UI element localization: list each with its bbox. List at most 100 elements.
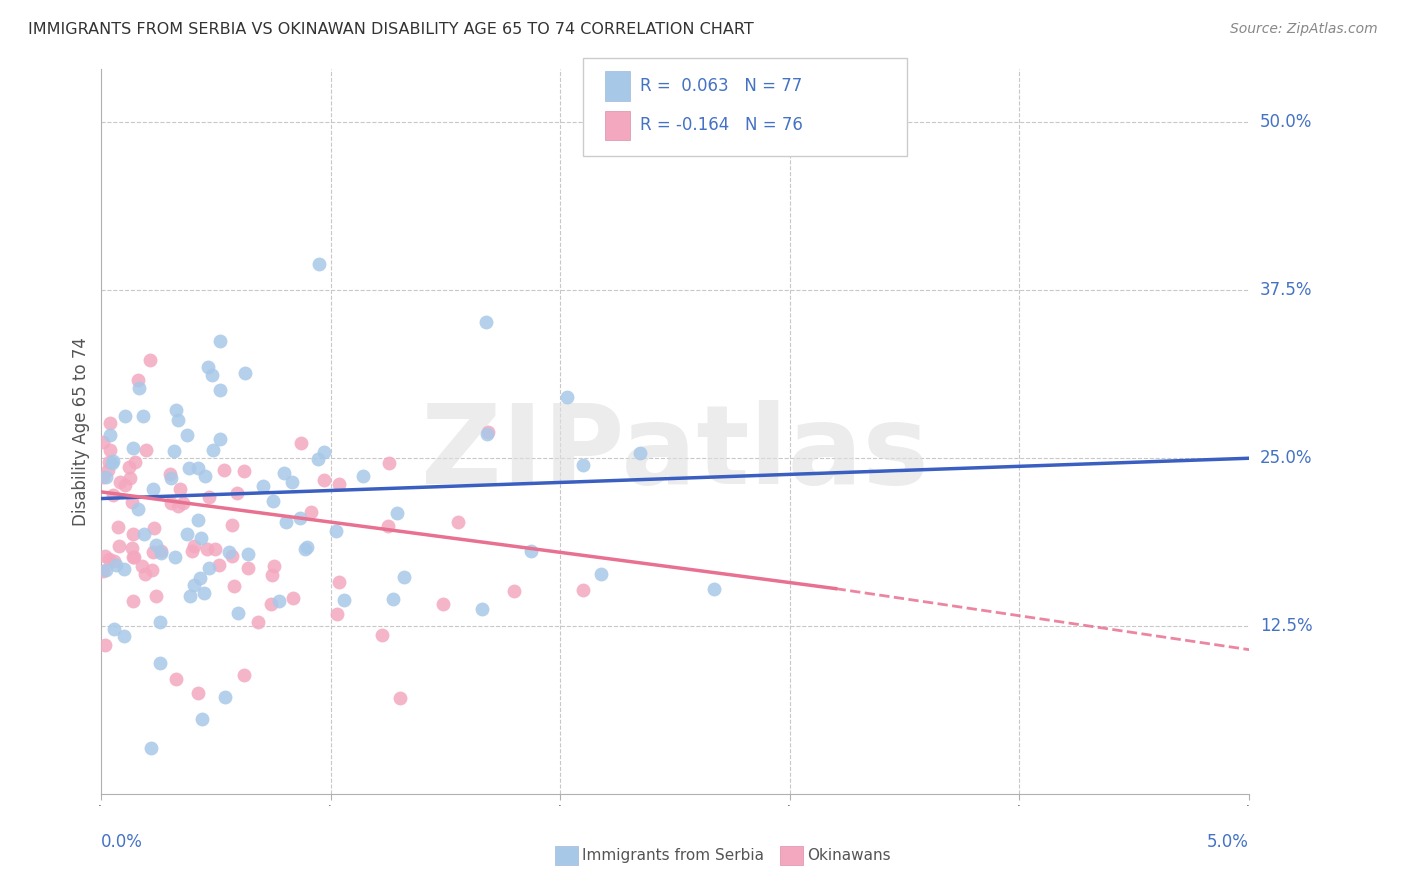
Point — [98, 551, 121, 566]
Text: ZIPatlas: ZIPatlas — [420, 400, 929, 507]
Point — [139, 353, 162, 368]
Text: Immigrants from Serbia: Immigrants from Serbia — [582, 848, 763, 863]
Point — [176, 526, 198, 541]
Point — [159, 467, 181, 482]
Point — [98, 442, 121, 457]
Point — [232, 668, 254, 682]
Point — [201, 442, 224, 457]
Point — [308, 257, 330, 271]
Point — [142, 544, 165, 558]
Point — [183, 578, 205, 592]
Point — [169, 482, 191, 496]
Text: R =  0.063   N = 77: R = 0.063 N = 77 — [640, 77, 801, 95]
Point — [188, 571, 211, 585]
Text: 0.0%: 0.0% — [101, 833, 143, 851]
Point — [333, 593, 356, 607]
Point — [283, 591, 305, 606]
Point — [382, 592, 405, 607]
Point — [132, 409, 155, 424]
Point — [97, 455, 120, 469]
Point — [150, 546, 173, 560]
Point — [101, 454, 124, 468]
Point — [260, 597, 283, 611]
Point — [262, 494, 284, 508]
Point — [226, 607, 249, 621]
Point — [91, 469, 114, 483]
Point — [212, 463, 235, 477]
Point — [628, 446, 651, 460]
Point — [252, 479, 274, 493]
Point — [262, 568, 284, 582]
Point — [114, 409, 136, 423]
Point — [392, 570, 415, 584]
Point — [475, 427, 498, 442]
Point — [307, 452, 329, 467]
Point — [294, 541, 316, 556]
Point — [290, 436, 312, 450]
Point — [121, 541, 143, 555]
Point — [204, 541, 226, 556]
Point — [187, 513, 209, 527]
Point — [477, 425, 499, 440]
Point — [112, 629, 135, 643]
Point — [218, 545, 240, 559]
Point — [328, 575, 350, 590]
Point — [208, 432, 231, 446]
Point — [176, 428, 198, 442]
Point — [108, 475, 131, 490]
Point — [226, 486, 249, 500]
Point — [172, 496, 194, 510]
Point — [141, 741, 163, 756]
Point — [122, 550, 145, 565]
Point — [108, 539, 131, 553]
Point — [127, 501, 149, 516]
Text: Okinawans: Okinawans — [807, 848, 890, 863]
Point — [274, 515, 297, 529]
Point — [238, 547, 260, 561]
Point — [93, 549, 115, 563]
Point — [98, 428, 121, 442]
Point — [179, 460, 201, 475]
Point — [114, 478, 136, 492]
Point — [388, 690, 411, 705]
Point — [475, 315, 498, 329]
Point — [165, 403, 187, 417]
Point — [281, 475, 304, 490]
Point — [112, 561, 135, 575]
Point — [165, 549, 187, 564]
Point — [91, 564, 114, 578]
Point — [181, 544, 204, 558]
Point — [273, 466, 295, 480]
Point — [167, 500, 190, 514]
Point — [131, 559, 153, 574]
Point — [197, 359, 219, 374]
Point — [233, 366, 256, 380]
Point — [385, 506, 408, 520]
Point — [571, 458, 593, 472]
Point — [208, 558, 231, 572]
Point — [378, 456, 401, 470]
Point — [326, 607, 349, 622]
Point — [432, 597, 454, 611]
Point — [370, 627, 392, 641]
Point — [589, 567, 612, 582]
Point — [502, 583, 524, 598]
Point — [122, 526, 145, 541]
Point — [160, 471, 183, 485]
Point — [232, 464, 254, 478]
Point — [447, 515, 470, 529]
Point — [312, 444, 335, 458]
Point — [352, 469, 374, 483]
Point — [221, 517, 243, 532]
Point — [122, 593, 145, 607]
Point — [377, 519, 399, 533]
Text: 37.5%: 37.5% — [1260, 281, 1312, 299]
Point — [191, 712, 214, 726]
Point — [94, 563, 117, 577]
Text: 12.5%: 12.5% — [1260, 617, 1313, 635]
Point — [94, 469, 117, 483]
Point — [149, 615, 172, 629]
Point — [94, 638, 117, 652]
Text: R = -0.164   N = 76: R = -0.164 N = 76 — [640, 116, 803, 135]
Point — [197, 491, 219, 505]
